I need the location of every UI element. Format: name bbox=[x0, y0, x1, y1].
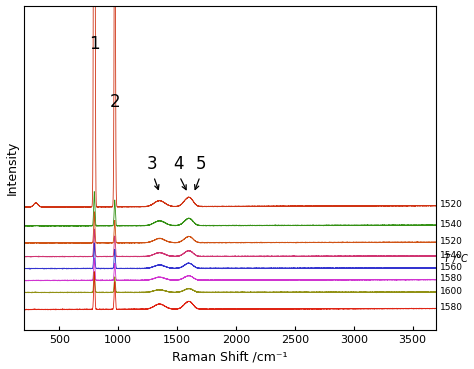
X-axis label: Raman Shift /cm⁻¹: Raman Shift /cm⁻¹ bbox=[173, 351, 288, 363]
Text: 1580: 1580 bbox=[440, 303, 463, 312]
Text: 1540: 1540 bbox=[440, 251, 463, 260]
Y-axis label: Intensity: Intensity bbox=[6, 141, 18, 195]
Text: $T$ /°C: $T$ /°C bbox=[443, 252, 469, 265]
Text: 1580: 1580 bbox=[440, 274, 463, 283]
Text: 4: 4 bbox=[173, 155, 183, 173]
Text: 1520: 1520 bbox=[440, 237, 463, 246]
Text: 2: 2 bbox=[109, 93, 120, 111]
Text: 3: 3 bbox=[147, 155, 158, 173]
Text: 5: 5 bbox=[195, 155, 206, 173]
Text: 1520: 1520 bbox=[440, 200, 463, 209]
Text: 1540: 1540 bbox=[440, 220, 463, 229]
Text: 1: 1 bbox=[89, 35, 100, 54]
Text: 1600: 1600 bbox=[440, 287, 463, 296]
Text: 1560: 1560 bbox=[440, 263, 463, 272]
